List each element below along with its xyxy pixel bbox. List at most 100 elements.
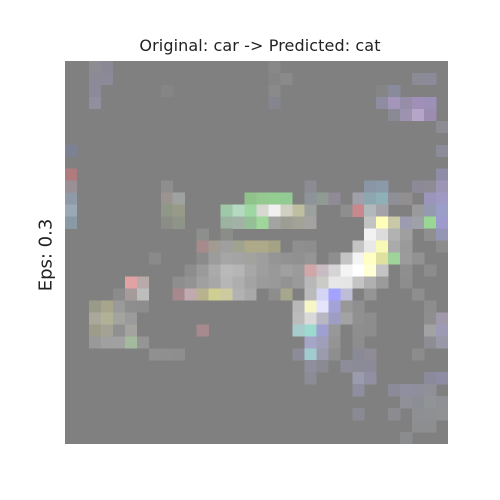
image-pixel: [388, 408, 401, 421]
image-pixel: [112, 288, 126, 301]
image-pixel: [268, 84, 281, 98]
image-pixel: [352, 360, 365, 373]
image-pixel: [304, 240, 317, 253]
image-pixel: [65, 144, 78, 157]
image-pixel: [364, 204, 377, 217]
image-pixel: [424, 108, 437, 122]
image-pixel: [328, 264, 341, 277]
image-pixel: [376, 228, 389, 241]
image-pixel: [304, 276, 317, 289]
image-pixel: [88, 61, 102, 74]
image-pixel: [184, 276, 197, 289]
image-pixel: [268, 72, 281, 86]
image-pixel: [424, 408, 437, 421]
image-pixel: [424, 300, 437, 313]
figure-title: Original: car -> Predicted: cat: [139, 36, 381, 55]
image-pixel: [124, 324, 138, 337]
image-pixel: [256, 192, 269, 205]
image-pixel: [364, 228, 377, 241]
image-pixel: [88, 72, 102, 86]
image-pixel: [160, 180, 173, 193]
image-pixel: [412, 108, 425, 122]
image-pixel: [328, 288, 341, 301]
image-pixel: [160, 192, 173, 205]
image-pixel: [340, 288, 353, 301]
image-pixel: [424, 72, 437, 86]
image-pixel: [364, 252, 377, 265]
image-pixel: [388, 192, 401, 205]
image-pixel: [436, 120, 448, 134]
image-pixel: [328, 336, 341, 349]
image-pixel: [400, 276, 413, 289]
image-pixel: [280, 252, 293, 265]
image-pixel: [292, 252, 305, 265]
image-pixel: [196, 324, 209, 337]
image-pixel: [328, 252, 341, 265]
image-pixel: [304, 348, 317, 361]
image-pixel: [316, 336, 329, 349]
image-pixel: [112, 312, 126, 325]
image-pixel: [256, 240, 269, 253]
image-pixel: [304, 264, 317, 277]
image-pixel: [352, 276, 365, 289]
image-pixel: [316, 288, 329, 301]
image-pixel: [256, 264, 269, 277]
image-pixel: [436, 216, 448, 229]
image-pixel: [172, 204, 185, 217]
image-pixel: [268, 276, 281, 289]
image-pixel: [196, 240, 209, 253]
image-pixel: [280, 288, 293, 301]
image-pixel: [412, 384, 425, 397]
image-pixel: [400, 228, 413, 241]
image-pixel: [136, 288, 150, 301]
image-pixel: [292, 312, 305, 325]
image-pixel: [400, 432, 413, 444]
image-pixel: [400, 396, 413, 409]
image-pixel: [328, 324, 341, 337]
image-pixel: [196, 288, 209, 301]
image-pixel: [232, 216, 245, 229]
image-pixel: [328, 276, 341, 289]
image-pixel: [124, 312, 138, 325]
image-pixel: [364, 180, 377, 193]
image-pixel: [304, 204, 317, 217]
image-pixel: [244, 252, 257, 265]
image-pixel: [316, 276, 329, 289]
image-pixel: [424, 372, 437, 385]
image-pixel: [412, 348, 425, 361]
image-pixel: [268, 240, 281, 253]
image-pixel: [352, 348, 365, 361]
image-pixel: [376, 216, 389, 229]
image-pixel: [88, 96, 102, 110]
image-pixel: [400, 96, 413, 110]
image-pixel: [172, 348, 185, 361]
image-pixel: [100, 300, 114, 313]
image-pixel: [340, 252, 353, 265]
image-pixel: [328, 192, 341, 205]
image-pixel: [208, 240, 221, 253]
image-pixel: [400, 216, 413, 229]
image-pixel: [364, 372, 377, 385]
image-pixel: [65, 204, 78, 217]
image-pixel: [376, 84, 389, 98]
image-pixel: [436, 240, 448, 253]
image-pixel: [388, 384, 401, 397]
image-pixel: [424, 216, 437, 229]
image-pixel: [388, 228, 401, 241]
image-pixel: [268, 252, 281, 265]
image-pixel: [100, 61, 114, 74]
image-pixel: [376, 276, 389, 289]
image-pixel: [412, 288, 425, 301]
image-pixel: [316, 348, 329, 361]
image-pixel: [244, 216, 257, 229]
image-pixel: [100, 312, 114, 325]
image-pixel: [124, 276, 138, 289]
image-pixel: [424, 396, 437, 409]
image-pixel: [148, 252, 161, 265]
image-pixel: [184, 264, 197, 277]
image-pixel: [196, 228, 209, 241]
image-pixel: [328, 300, 341, 313]
image-pixel: [388, 108, 401, 122]
image-pixel: [304, 324, 317, 337]
image-pixel: [352, 204, 365, 217]
